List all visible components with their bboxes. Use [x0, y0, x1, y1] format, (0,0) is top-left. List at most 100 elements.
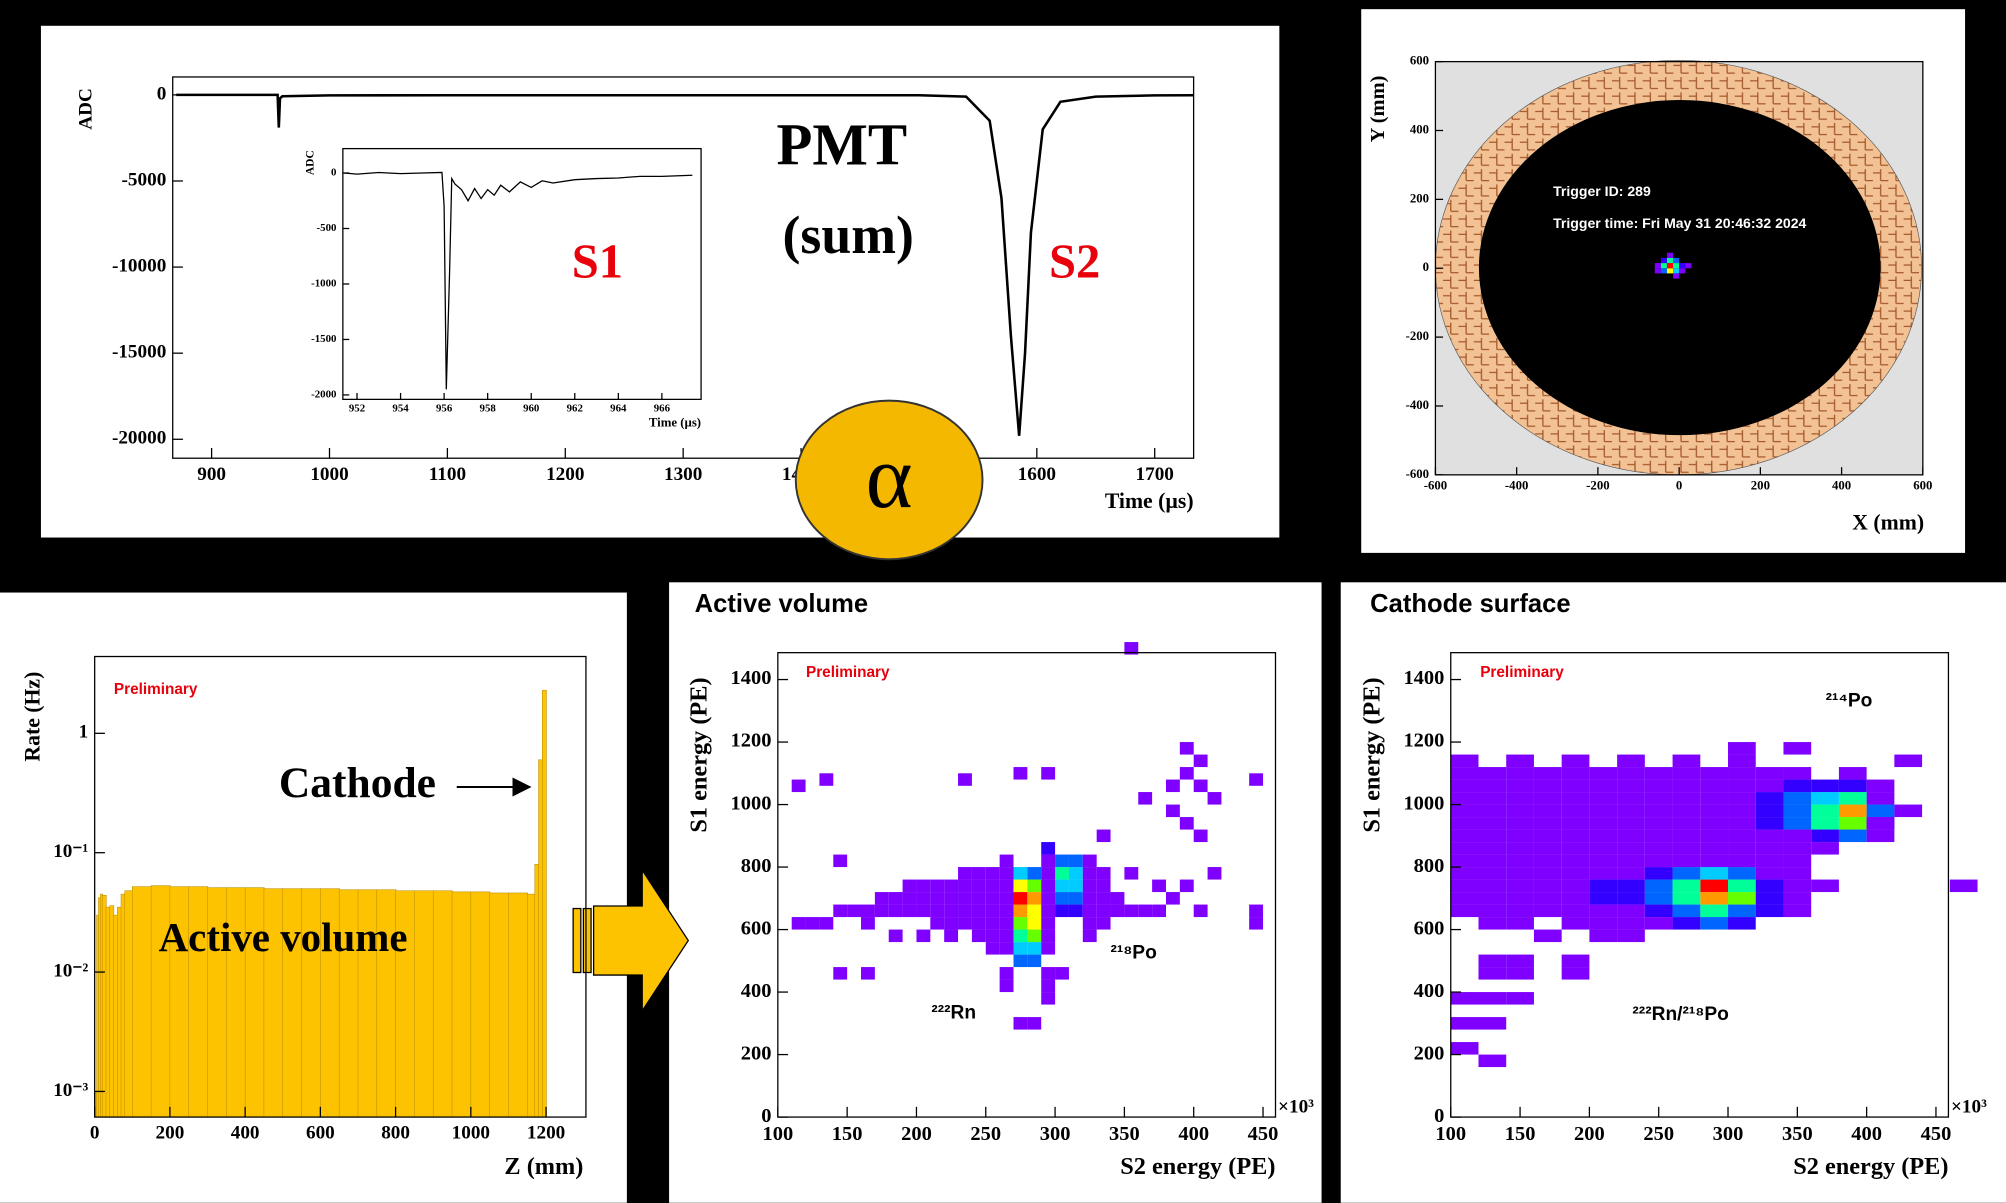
x-tick-label: 956	[436, 403, 453, 415]
cell	[1589, 842, 1617, 855]
cell	[1451, 1042, 1479, 1055]
cell	[1534, 867, 1562, 880]
cell	[1041, 930, 1055, 943]
y-tick-label: 600	[1410, 54, 1429, 68]
cell	[1506, 880, 1534, 893]
x-tick-label: 600	[1913, 478, 1932, 492]
cell	[1478, 967, 1506, 980]
y-tick-label: 1200	[1403, 730, 1444, 752]
cell	[1534, 767, 1562, 780]
x-tick-label: 900	[197, 464, 226, 485]
cell	[1000, 930, 1014, 943]
x-axis-label: Time (µs)	[649, 416, 701, 430]
cell	[958, 880, 972, 893]
cell	[1194, 905, 1208, 918]
cell	[1013, 955, 1027, 968]
x-tick-label: 962	[567, 403, 583, 415]
cell	[1811, 780, 1839, 793]
cell	[1534, 842, 1562, 855]
y-tick-label: 1400	[1403, 667, 1444, 689]
cell	[1783, 830, 1811, 843]
annotation: ²²²Rn/²¹⁸Po	[1632, 1004, 1728, 1025]
y-tick-label: 200	[741, 1042, 772, 1064]
cell	[972, 930, 986, 943]
cell	[1700, 867, 1728, 880]
cell	[1534, 855, 1562, 868]
cell	[1451, 905, 1479, 918]
cell	[972, 880, 986, 893]
cell	[1478, 880, 1506, 893]
cell	[1451, 855, 1479, 868]
title: Active volume	[695, 590, 868, 618]
cell	[1451, 830, 1479, 843]
cell	[1562, 805, 1590, 818]
cell	[1728, 855, 1756, 868]
cell	[1700, 817, 1728, 830]
y-tick-label: -10000	[112, 255, 166, 276]
y-axis-label: S1 energy (PE)	[686, 677, 713, 832]
cell	[1679, 268, 1685, 273]
cell	[1673, 273, 1679, 278]
cell	[1783, 780, 1811, 793]
cell	[1451, 755, 1479, 768]
cell	[1673, 805, 1701, 818]
cell	[1534, 892, 1562, 905]
cell	[1000, 917, 1014, 930]
arrow-bar	[583, 909, 591, 973]
y-tick-label: 1200	[731, 730, 772, 752]
cell	[1097, 905, 1111, 918]
cell	[1534, 830, 1562, 843]
cell	[1673, 892, 1701, 905]
cell	[1069, 867, 1083, 880]
cell	[1783, 880, 1811, 893]
cell	[1811, 830, 1839, 843]
cell	[1451, 817, 1479, 830]
y-tick-label: 0	[157, 83, 167, 104]
x-axis-label: S2 energy (PE)	[1793, 1153, 1948, 1180]
cell	[1811, 805, 1839, 818]
y-tick-label: -15000	[112, 342, 166, 363]
cell	[1506, 842, 1534, 855]
cell	[1756, 817, 1784, 830]
cell	[1839, 830, 1867, 843]
cell	[1478, 830, 1506, 843]
cell	[1478, 917, 1506, 930]
cell	[1756, 830, 1784, 843]
cell	[1673, 867, 1701, 880]
x-tick-label: 400	[231, 1123, 260, 1144]
y-tick-label: 400	[1410, 122, 1429, 136]
x-tick-label: 966	[654, 403, 671, 415]
cell	[1589, 805, 1617, 818]
cell	[1562, 880, 1590, 893]
y-axis-label: S1 energy (PE)	[1359, 677, 1386, 832]
cell	[1811, 880, 1839, 893]
cell	[1562, 792, 1590, 805]
cell	[1451, 880, 1479, 893]
x-tick-label: -200	[1586, 478, 1609, 492]
cell	[1589, 855, 1617, 868]
cell	[1756, 767, 1784, 780]
annotation: Active volume	[159, 915, 408, 960]
cell	[1013, 892, 1027, 905]
cell	[1562, 755, 1590, 768]
cell	[1783, 892, 1811, 905]
y-axis-label: Y (mm)	[1367, 76, 1389, 143]
cell	[972, 867, 986, 880]
cell	[1645, 817, 1673, 830]
cell	[1700, 892, 1728, 905]
cell	[1728, 892, 1756, 905]
cell	[1562, 917, 1590, 930]
bar	[542, 690, 546, 1117]
cell	[1055, 867, 1069, 880]
y-tick-label: -2000	[311, 388, 337, 400]
cell	[1041, 842, 1055, 855]
cell	[1478, 955, 1506, 968]
y-tick-label: 1000	[1403, 792, 1444, 814]
subtitle: (sum)	[783, 205, 914, 265]
bar	[490, 893, 509, 1117]
cell	[1756, 867, 1784, 880]
cell	[972, 892, 986, 905]
cell	[1655, 268, 1661, 273]
cell	[1756, 792, 1784, 805]
cell	[1562, 830, 1590, 843]
